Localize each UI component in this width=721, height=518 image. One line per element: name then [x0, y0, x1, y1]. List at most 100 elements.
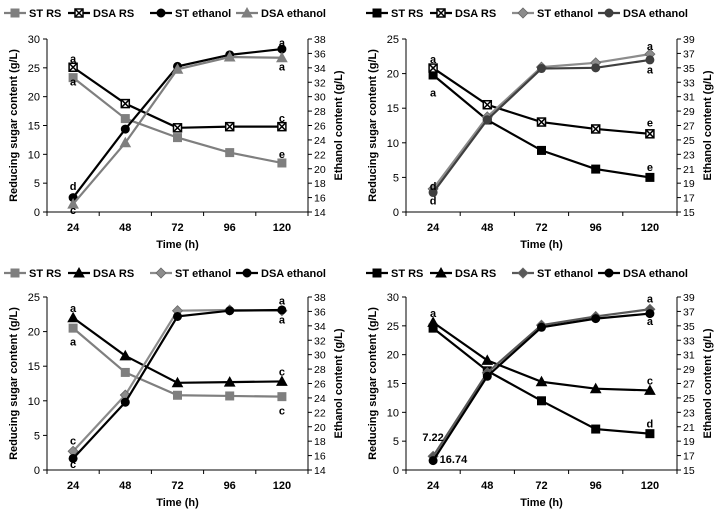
- y-tick-label-left: 10: [387, 138, 399, 150]
- data-point: [589, 382, 602, 394]
- legend-item: ST RS: [366, 268, 423, 280]
- x-tick-label: 48: [119, 222, 131, 234]
- x-tick-label: 48: [481, 222, 493, 234]
- y-tick-label-right: 27: [683, 379, 695, 391]
- data-point: [67, 311, 79, 323]
- legend-marker: [604, 268, 614, 278]
- data-point: [537, 64, 546, 74]
- y-tick-label-right: 24: [314, 135, 326, 147]
- data-point: [171, 63, 184, 74]
- data-point: [276, 51, 288, 63]
- legend-marker: [517, 7, 529, 19]
- x-tick-label: 24: [67, 222, 80, 234]
- legend-label: ST RS: [391, 8, 423, 20]
- y-tick-label-right: 37: [683, 48, 695, 60]
- legend-marker: [10, 268, 20, 278]
- y-tick-label-right: 39: [683, 34, 695, 46]
- y-tick-label-left: 15: [28, 361, 40, 373]
- legend-label: DSA ethanol: [261, 8, 326, 20]
- y-tick-label-left: 25: [28, 292, 40, 304]
- data-point: [225, 306, 235, 316]
- y-tick-label-right: 24: [314, 393, 326, 405]
- y-tick-label-left: 5: [393, 172, 399, 184]
- legend-marker: [517, 267, 529, 279]
- annotation-label: c: [70, 205, 76, 217]
- legend-label: DSA RS: [93, 8, 134, 20]
- series-dsa-ethanol: [428, 309, 655, 466]
- y-axis-title-right: Ethanol content (g/L): [333, 70, 345, 180]
- y-tick-label-right: 25: [683, 135, 695, 147]
- y-tick-label-right: 31: [683, 350, 695, 362]
- series-dsa-ethanol: [428, 55, 655, 198]
- legend-marker: [242, 268, 252, 278]
- y-tick-label-right: 21: [683, 422, 695, 434]
- annotation-label: d: [430, 195, 437, 207]
- x-tick-label: 48: [481, 480, 493, 492]
- annotation-label: a: [70, 54, 77, 66]
- y-tick-label-right: 19: [683, 436, 695, 448]
- data-point: [482, 99, 493, 110]
- y-tick-label-right: 33: [683, 335, 695, 347]
- legend-label: DSA ethanol: [261, 268, 326, 280]
- legend-marker: [372, 268, 382, 278]
- x-tick-label: 120: [641, 222, 659, 234]
- y-tick-label-right: 20: [314, 164, 326, 176]
- legend-marker: [10, 8, 20, 18]
- legend-item: DSA ethanol: [236, 268, 326, 280]
- annotation-label: d: [70, 181, 77, 193]
- y-tick-label-left: 20: [28, 92, 40, 104]
- y-tick-label-right: 31: [683, 92, 695, 104]
- data-point: [537, 322, 546, 332]
- y-axis-title-right: Ethanol content (g/L): [702, 70, 714, 180]
- y-tick-label-right: 22: [314, 149, 326, 161]
- data-point: [482, 115, 492, 125]
- data-point: [535, 375, 548, 387]
- annotation-label: a: [70, 336, 77, 348]
- annotation-label: a: [647, 293, 654, 305]
- legend-item: ST ethanol: [512, 7, 593, 20]
- y-axis-title-left: Reducing sugar content (g/L): [8, 49, 20, 202]
- legend-label: ST ethanol: [537, 8, 593, 20]
- legend-item: DSA RS: [430, 8, 496, 20]
- data-point: [225, 391, 235, 401]
- legend-label: ST ethanol: [175, 8, 231, 20]
- annotation-label: d: [647, 418, 654, 430]
- data-point: [482, 371, 492, 381]
- data-point: [172, 123, 183, 133]
- annotation-label: a: [279, 296, 286, 308]
- annotation-label: a: [647, 316, 654, 328]
- y-tick-label-right: 37: [683, 306, 695, 318]
- y-tick-label-left: 25: [387, 34, 399, 46]
- legend-label: ST ethanol: [175, 268, 231, 280]
- data-point: [120, 114, 130, 124]
- data-point: [645, 429, 655, 439]
- x-axis-title: Time (h): [156, 239, 199, 251]
- data-point: [537, 396, 546, 406]
- x-tick-label: 24: [67, 480, 80, 492]
- x-axis-title: Time (h): [156, 497, 199, 509]
- data-point: [223, 50, 236, 62]
- data-point: [120, 98, 131, 109]
- data-point: [427, 316, 439, 327]
- x-tick-label: 72: [171, 222, 183, 234]
- x-tick-label: 96: [224, 222, 236, 234]
- legend-label: ST RS: [29, 268, 61, 280]
- y-tick-label-right: 38: [314, 292, 326, 304]
- annotation-label: 16.74: [440, 454, 468, 466]
- legend-label: ST ethanol: [537, 268, 593, 280]
- data-point: [68, 453, 78, 463]
- data-point: [277, 392, 287, 402]
- series-dsa-rs: [67, 311, 288, 388]
- data-point: [645, 172, 655, 182]
- legend-item: ST ethanol: [150, 267, 231, 280]
- data-point: [120, 397, 130, 407]
- legend: ST RS DSA RS ST ethanol DSA ethanol: [366, 266, 688, 280]
- legend-marker: [372, 8, 382, 18]
- y-tick-label-left: 0: [393, 465, 399, 477]
- y-tick-label-left: 5: [34, 430, 40, 442]
- x-axis-title: Time (h): [520, 497, 563, 509]
- annotation-label: 7.22: [422, 432, 443, 444]
- data-point: [171, 376, 184, 388]
- data-point: [277, 158, 287, 168]
- legend-item: DSA ethanol: [598, 8, 688, 20]
